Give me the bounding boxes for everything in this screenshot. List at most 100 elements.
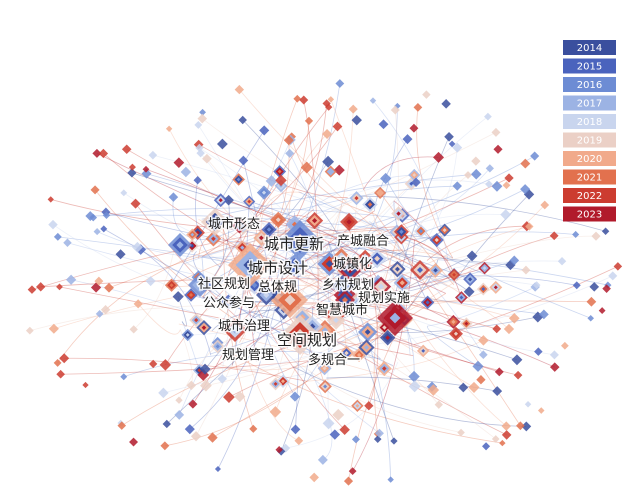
edge (140, 249, 212, 356)
node-core (323, 384, 328, 389)
edge (198, 218, 405, 321)
node-core (169, 283, 174, 288)
keyword-node (90, 185, 100, 195)
node-core (433, 268, 438, 273)
keyword-node (128, 163, 136, 171)
keyword-node (141, 168, 152, 179)
keyword-node (104, 282, 114, 293)
nodes (25, 79, 623, 486)
keyword-node (238, 155, 249, 166)
keyword-node (27, 285, 37, 294)
node-core (356, 352, 362, 358)
keyword-node (339, 424, 350, 435)
edge (178, 338, 232, 401)
keyword-node (234, 391, 246, 403)
keyword-node (309, 472, 319, 483)
edge (216, 225, 511, 266)
edge (285, 361, 399, 449)
keyword-node (534, 347, 543, 356)
node-core (442, 228, 447, 233)
keyword-label: 城镇化 (333, 257, 372, 272)
keyword-node (158, 387, 169, 399)
keyword-node (494, 367, 504, 377)
keyword-node (493, 144, 503, 154)
node-core (236, 222, 242, 228)
edge (324, 109, 354, 254)
keyword-node (348, 104, 358, 114)
edge (52, 224, 203, 298)
legend-label: 2015 (577, 62, 602, 73)
node-core (378, 283, 385, 290)
edge (298, 262, 440, 405)
edge (239, 89, 439, 286)
keyword-node (549, 350, 559, 360)
keyword-node (413, 102, 423, 112)
node-core (385, 335, 390, 341)
keyword-node (470, 168, 482, 180)
edge (178, 260, 496, 440)
keyword-node (269, 406, 282, 418)
edge (242, 119, 341, 240)
keyword-node (520, 184, 531, 195)
keyword-node (408, 380, 421, 393)
legend-swatch (563, 132, 616, 148)
node-core (263, 291, 270, 299)
keyword-node (434, 400, 443, 409)
keyword-node (441, 99, 451, 109)
node-core (215, 344, 220, 349)
keyword-node (537, 407, 545, 414)
keyword-node (172, 291, 184, 303)
keyword-node (202, 153, 212, 164)
keyword-node (539, 309, 549, 320)
keyword-node (322, 155, 335, 168)
keyword-node (95, 310, 104, 318)
keyword-node (471, 156, 481, 166)
keyword-node (165, 125, 173, 132)
keyword-node (53, 358, 62, 367)
keyword-node (238, 115, 247, 125)
keyword-node (56, 283, 63, 291)
keyword-node (351, 114, 362, 126)
keyword-node (457, 428, 465, 437)
edge (195, 335, 247, 437)
keyword-label: 城市设计 (248, 259, 308, 277)
keyword-node (532, 311, 544, 323)
edge (375, 214, 521, 426)
edge (239, 264, 385, 369)
keyword-node (492, 386, 503, 397)
legend-label: 2016 (577, 80, 602, 91)
keyword-node (387, 476, 394, 483)
edge (222, 229, 345, 431)
node-core (364, 345, 369, 350)
edge (217, 232, 291, 470)
edge (201, 126, 338, 258)
edge (201, 173, 477, 220)
keyword-node (378, 119, 389, 130)
edge (202, 296, 518, 361)
legend-label: 2021 (577, 173, 602, 184)
keyword-node (249, 424, 258, 433)
keyword-node (127, 168, 137, 178)
keyword-node (168, 192, 179, 202)
keyword-node (598, 307, 606, 314)
keyword-node (199, 363, 211, 375)
node-core (266, 227, 272, 232)
keyword-node (491, 127, 501, 137)
keyword-node (602, 284, 611, 293)
keyword-node (265, 175, 278, 187)
keyword-label: 乡村规划 (322, 278, 374, 293)
legend-swatch (563, 114, 616, 129)
keyword-node (502, 181, 511, 190)
node-core (453, 331, 459, 336)
edge (64, 357, 308, 382)
keyword-node (408, 370, 420, 383)
edge (275, 197, 348, 384)
keyword-node (148, 150, 158, 160)
node-core (258, 235, 264, 241)
node-core (226, 299, 231, 305)
edge (291, 136, 377, 215)
node-core (176, 241, 184, 249)
keyword-node (520, 158, 531, 169)
edge (168, 128, 240, 225)
keyword-node (102, 211, 111, 220)
